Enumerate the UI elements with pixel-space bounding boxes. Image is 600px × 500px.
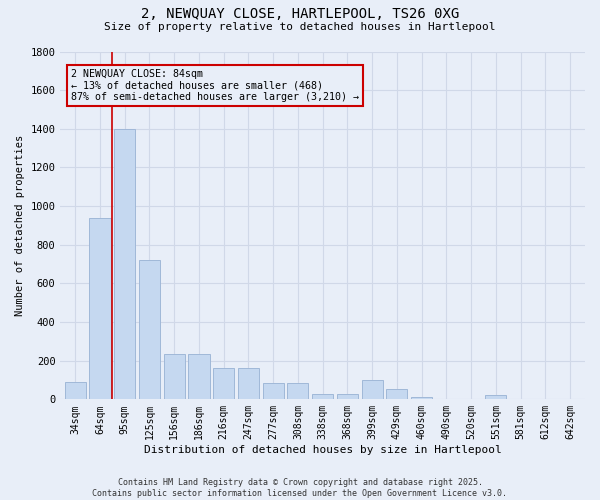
Bar bbox=[362, 380, 383, 400]
Bar bbox=[114, 129, 135, 400]
Text: Size of property relative to detached houses in Hartlepool: Size of property relative to detached ho… bbox=[104, 22, 496, 32]
Bar bbox=[65, 382, 86, 400]
Bar bbox=[312, 394, 333, 400]
X-axis label: Distribution of detached houses by size in Hartlepool: Distribution of detached houses by size … bbox=[144, 445, 502, 455]
Bar bbox=[287, 383, 308, 400]
Bar bbox=[89, 218, 110, 400]
Bar bbox=[386, 388, 407, 400]
Bar bbox=[164, 354, 185, 400]
Text: Contains HM Land Registry data © Crown copyright and database right 2025.
Contai: Contains HM Land Registry data © Crown c… bbox=[92, 478, 508, 498]
Bar bbox=[337, 394, 358, 400]
Bar bbox=[188, 354, 209, 400]
Bar bbox=[263, 383, 284, 400]
Text: 2, NEWQUAY CLOSE, HARTLEPOOL, TS26 0XG: 2, NEWQUAY CLOSE, HARTLEPOOL, TS26 0XG bbox=[141, 8, 459, 22]
Bar bbox=[238, 368, 259, 400]
Y-axis label: Number of detached properties: Number of detached properties bbox=[15, 135, 25, 316]
Bar bbox=[411, 398, 432, 400]
Bar bbox=[485, 396, 506, 400]
Bar bbox=[213, 368, 234, 400]
Text: 2 NEWQUAY CLOSE: 84sqm
← 13% of detached houses are smaller (468)
87% of semi-de: 2 NEWQUAY CLOSE: 84sqm ← 13% of detached… bbox=[71, 69, 359, 102]
Bar bbox=[139, 260, 160, 400]
